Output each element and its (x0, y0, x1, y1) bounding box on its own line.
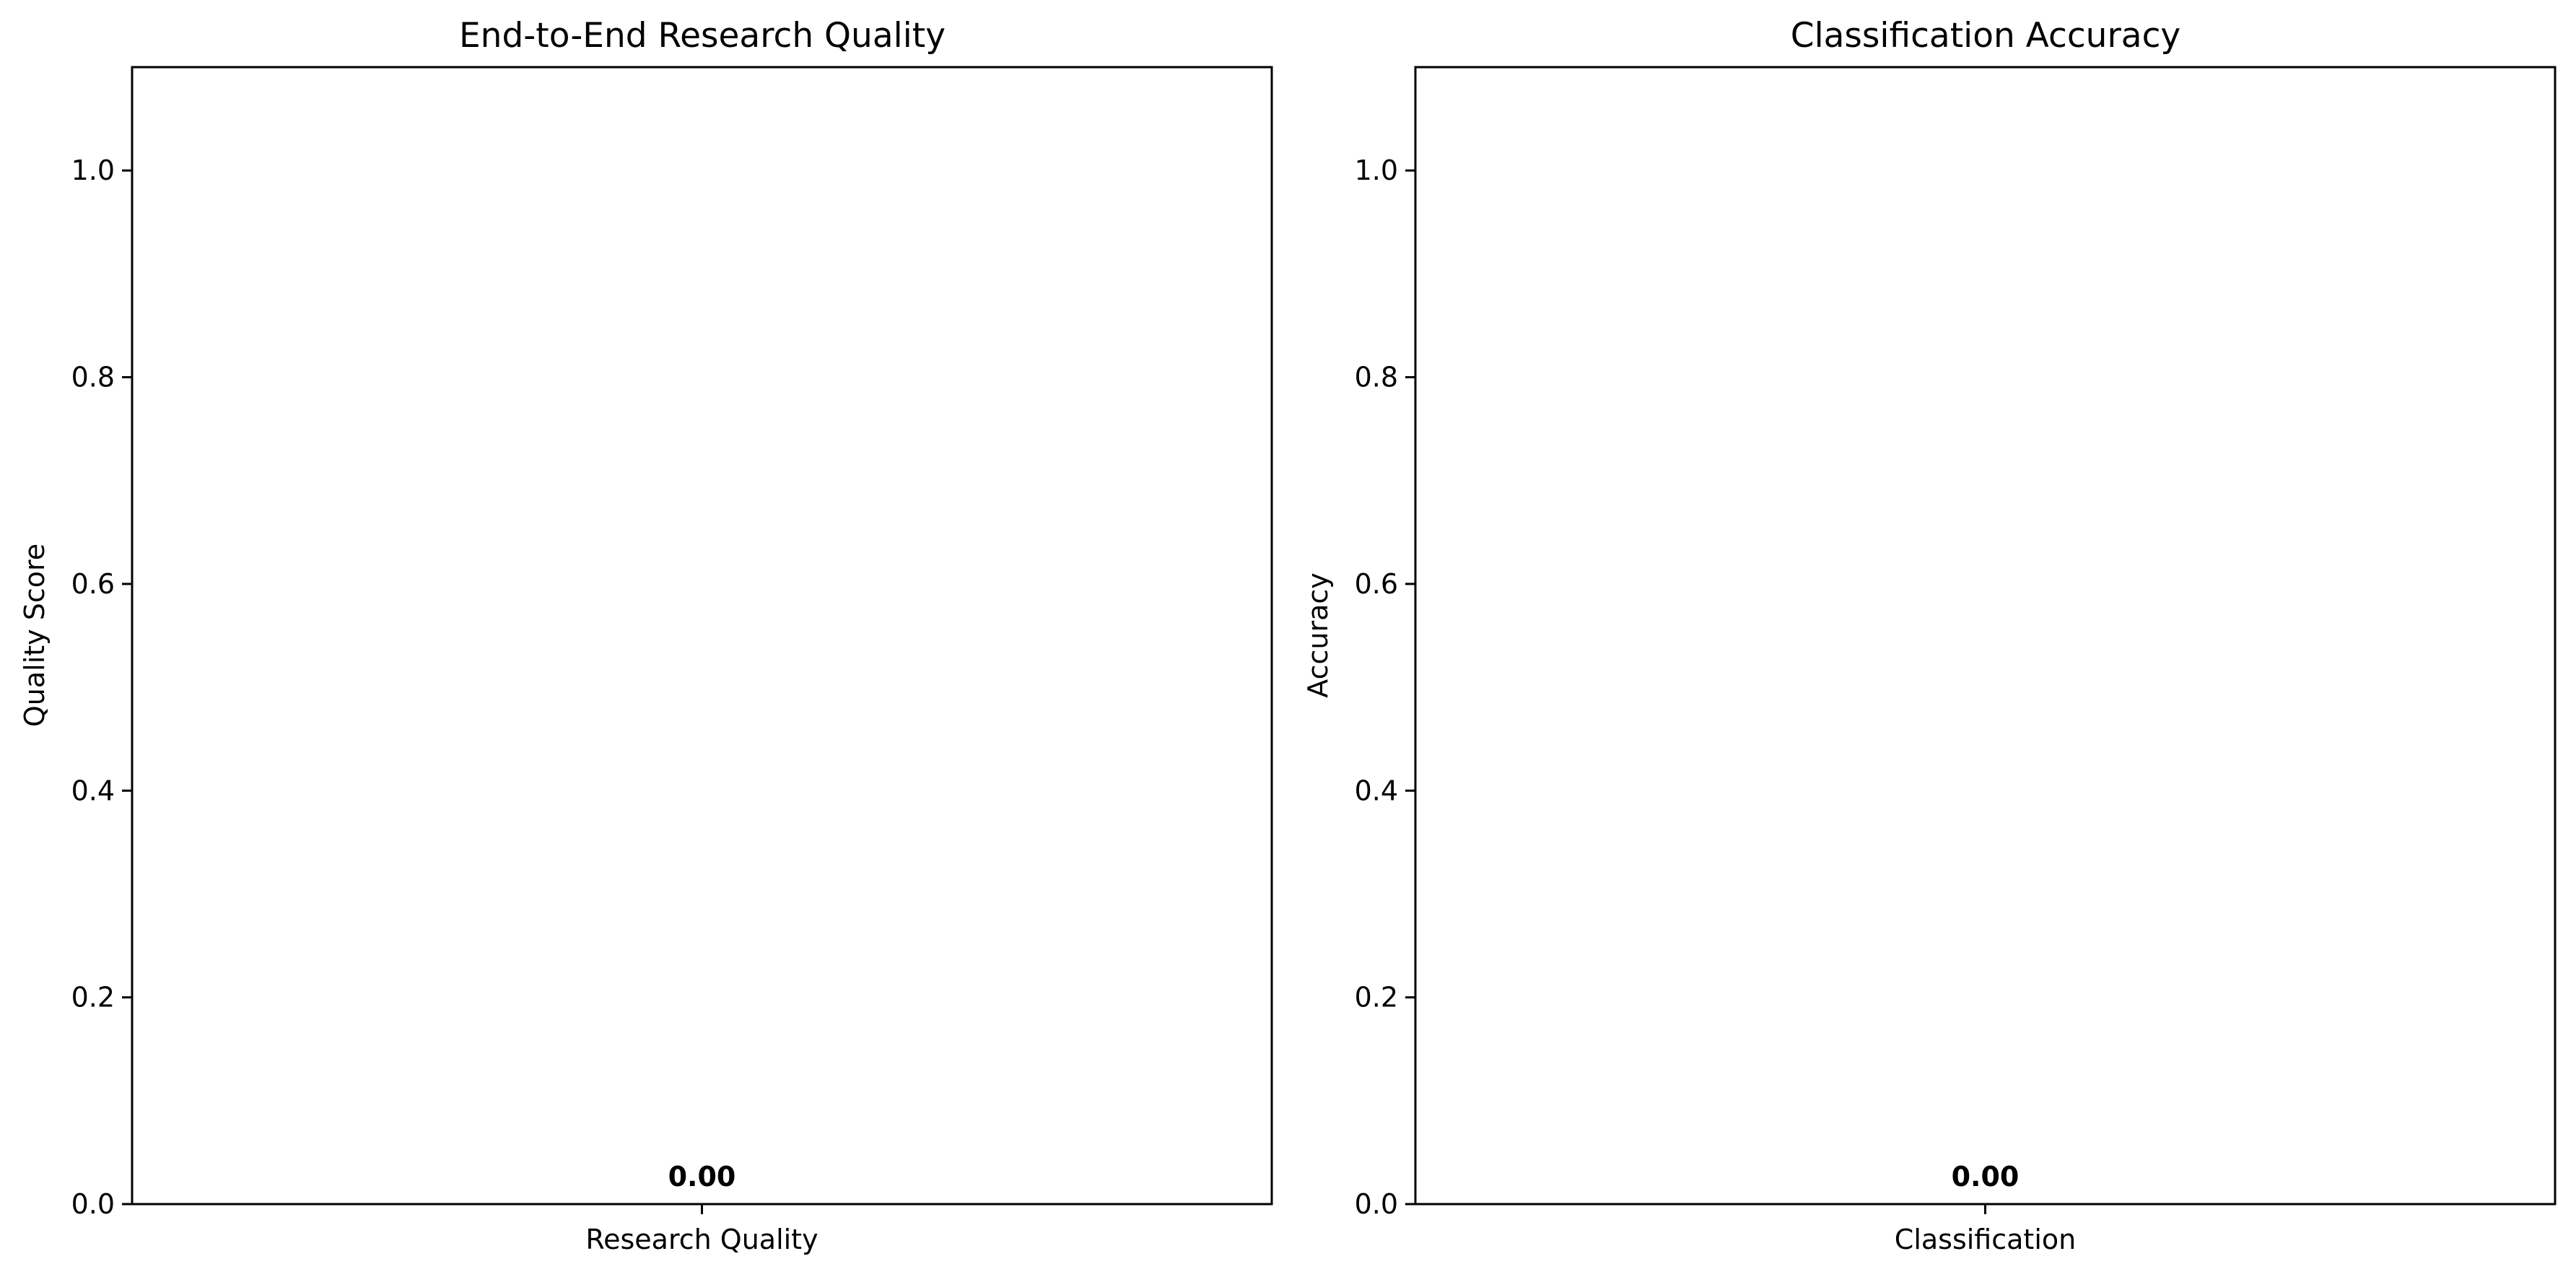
y-tick-label: 0.2 (1355, 982, 1398, 1014)
chart-research-quality: End-to-End Research Quality Quality Scor… (19, 16, 1273, 1255)
x-tick-label: Research Quality (585, 1224, 818, 1255)
chart-title: End-to-End Research Quality (459, 16, 946, 56)
data-label: 0.00 (668, 1161, 736, 1193)
plot-frame (1414, 66, 2557, 1206)
plot-marks: 0.0 0.2 0.4 0.6 0.8 1.0 Research Quality 0.00 (71, 154, 818, 1255)
y-tick-label: 0.4 (71, 775, 115, 806)
y-tick-label: 0.0 (1355, 1188, 1398, 1220)
y-axis-label: Accuracy (1302, 572, 1334, 698)
y-tick-label: 0.8 (1355, 362, 1398, 393)
y-tick-label: 1.0 (1355, 154, 1398, 186)
y-tick-label: 0.6 (71, 568, 115, 600)
y-tick-label: 0.4 (1355, 775, 1398, 806)
y-tick-label: 1.0 (71, 154, 115, 186)
y-tick-label: 0.8 (71, 362, 115, 393)
chart-classification-accuracy: Classification Accuracy Accuracy 0.00.20… (1302, 16, 2557, 1255)
y-tick-label: 0.6 (1355, 568, 1398, 600)
plot-marks: 0.0 0.2 0.4 0.6 0.8 1.0 Classification 0.00 (1355, 154, 2077, 1255)
y-tick-label: 0.2 (71, 982, 115, 1014)
plot-frame (131, 66, 1273, 1206)
chart-title: Classification Accuracy (1791, 16, 2181, 56)
y-tick-label: 0.0 (71, 1188, 115, 1220)
x-tick-label: Classification (1895, 1224, 2076, 1255)
data-label: 0.00 (1952, 1161, 2020, 1193)
y-axis-label: Quality Score (19, 544, 51, 727)
